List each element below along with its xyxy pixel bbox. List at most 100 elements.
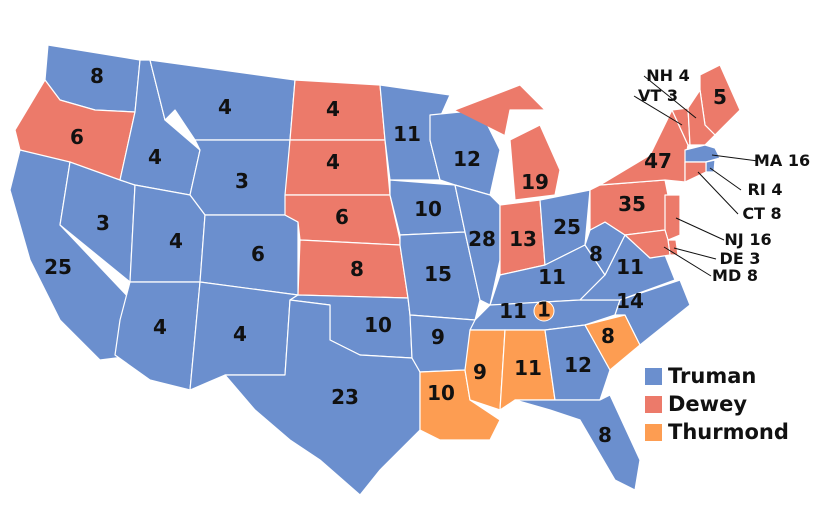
leader-line — [633, 95, 683, 126]
state-label: 11 — [393, 122, 421, 146]
state-label: 35 — [618, 192, 646, 216]
electoral-votes: 4 — [218, 95, 232, 119]
state-label: 10 — [414, 197, 442, 221]
electoral-votes: 10 — [427, 381, 455, 405]
electoral-votes: 10 — [364, 313, 392, 337]
state-label: 11 — [616, 255, 644, 279]
electoral-votes: 8 — [589, 242, 603, 266]
electoral-votes: 13 — [509, 227, 537, 251]
state-label: 4 — [148, 145, 162, 169]
state-label: 10 — [427, 381, 455, 405]
electoral-votes: 8 — [771, 204, 782, 223]
state-label: VT 3 — [638, 86, 678, 105]
state-label: 6 — [70, 125, 84, 149]
state-label: 23 — [331, 385, 359, 409]
electoral-votes: 4 — [153, 315, 167, 339]
leader-line — [663, 246, 712, 277]
electoral-votes: 25 — [44, 255, 72, 279]
electoral-votes: 4 — [148, 145, 162, 169]
electoral-votes: 6 — [335, 205, 349, 229]
state — [687, 89, 716, 146]
leader-line — [643, 75, 697, 119]
split-marker — [533, 300, 555, 322]
state-label: 28 — [468, 227, 496, 251]
state-label: NH 4 — [646, 66, 690, 85]
leader-line — [697, 171, 739, 215]
state-label: 4 — [326, 97, 340, 121]
legend-swatch — [645, 368, 662, 385]
state-label: 5 — [713, 85, 727, 109]
state-name: NH — [646, 66, 673, 85]
state-label: 3 — [235, 169, 249, 193]
state-name: NJ — [724, 230, 743, 249]
state-label: 12 — [564, 353, 592, 377]
electoral-votes: 8 — [90, 64, 104, 88]
state — [454, 184, 501, 306]
electoral-votes: 11 — [514, 356, 542, 380]
electoral-votes: 11 — [538, 265, 566, 289]
electoral-votes: 12 — [564, 353, 592, 377]
state-label: 15 — [424, 262, 452, 286]
state-label: 8 — [90, 64, 104, 88]
state-label: 19 — [521, 170, 549, 194]
state — [624, 229, 671, 259]
state-label: 13 — [509, 227, 537, 251]
state-name: DE — [720, 249, 744, 268]
electoral-votes: 4 — [233, 322, 247, 346]
state-label: 4 — [218, 95, 232, 119]
state-label: 4 — [326, 150, 340, 174]
state-label: 6 — [335, 205, 349, 229]
state-label: 4 — [153, 315, 167, 339]
state-label: NJ 16 — [724, 230, 771, 249]
state-label: 4 — [233, 322, 247, 346]
electoral-votes: 25 — [553, 215, 581, 239]
electoral-votes: 4 — [326, 150, 340, 174]
state-label: CT 8 — [742, 204, 781, 223]
split-label: 1 — [537, 298, 551, 322]
state-label: 14 — [616, 289, 644, 313]
state — [599, 109, 689, 186]
state-label: 8 — [350, 257, 364, 281]
legend-label: Dewey — [668, 392, 747, 416]
electoral-votes: 47 — [644, 149, 672, 173]
electoral-votes: 11 — [499, 299, 527, 323]
electoral-votes: 19 — [521, 170, 549, 194]
state-label: MA 16 — [754, 151, 810, 170]
state-label: 8 — [598, 423, 612, 447]
electoral-votes: 9 — [473, 360, 487, 384]
state-name: CT — [742, 204, 765, 223]
state — [664, 194, 681, 241]
electoral-votes: 3 — [749, 249, 760, 268]
state-name: MD — [712, 266, 741, 285]
state-label: 47 — [644, 149, 672, 173]
electoral-votes: 6 — [251, 242, 265, 266]
state-label: 25 — [44, 255, 72, 279]
electoral-votes: 8 — [350, 257, 364, 281]
electoral-votes: 11 — [616, 255, 644, 279]
leader-line — [673, 247, 717, 260]
state — [129, 184, 206, 283]
legend-swatch — [645, 396, 662, 413]
state-label: RI 4 — [748, 180, 783, 199]
state-label: 8 — [601, 324, 615, 348]
electoral-votes: 16 — [749, 230, 771, 249]
electoral-votes: 10 — [414, 197, 442, 221]
electoral-votes: 5 — [713, 85, 727, 109]
state-label: 11 — [514, 356, 542, 380]
electoral-votes: 4 — [169, 229, 183, 253]
electoral-votes: 12 — [453, 147, 481, 171]
state-label: 11 — [538, 265, 566, 289]
legend-swatch — [645, 424, 662, 441]
electoral-votes: 35 — [618, 192, 646, 216]
leader-line — [711, 154, 759, 162]
state-label: 12 — [453, 147, 481, 171]
leader-line — [675, 217, 725, 241]
electoral-votes: 11 — [393, 122, 421, 146]
state-label: 10 — [364, 313, 392, 337]
state-label: 4 — [169, 229, 183, 253]
state-name: RI — [748, 180, 766, 199]
electoral-votes: 6 — [70, 125, 84, 149]
state-name: VT — [638, 86, 661, 105]
state-label: DE 3 — [720, 249, 761, 268]
